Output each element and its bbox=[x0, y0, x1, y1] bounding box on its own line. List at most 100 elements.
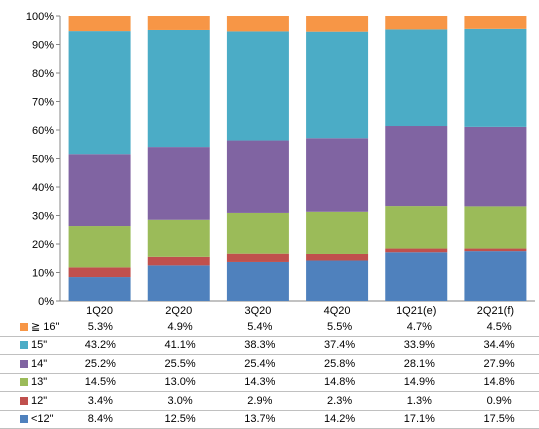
data-label: 5.3% bbox=[60, 318, 141, 337]
data-label: 1.3% bbox=[379, 391, 460, 411]
bar-segment bbox=[464, 248, 527, 252]
data-label: 43.2% bbox=[60, 336, 141, 355]
bar-segment bbox=[68, 31, 131, 155]
legend-swatch bbox=[20, 415, 28, 424]
data-label: 17.1% bbox=[379, 410, 460, 429]
data-label: 28.1% bbox=[379, 354, 460, 374]
series-name: <12" bbox=[31, 413, 54, 426]
bar-segment bbox=[226, 140, 289, 213]
bar-segment bbox=[306, 31, 369, 139]
data-label: 14.3% bbox=[219, 373, 300, 392]
x-tick-label: 3Q20 bbox=[244, 305, 271, 317]
series-label: 12" bbox=[0, 391, 61, 411]
data-label: 14.8% bbox=[459, 373, 539, 392]
data-label: 34.4% bbox=[459, 336, 539, 355]
bar-segment bbox=[464, 28, 527, 127]
bar-segment bbox=[147, 265, 210, 301]
y-tick-label: 70% bbox=[32, 97, 54, 109]
bar-segment bbox=[226, 16, 289, 32]
data-label: 33.9% bbox=[379, 336, 460, 355]
series-label: 15" bbox=[0, 336, 61, 355]
bar-segment bbox=[147, 16, 210, 30]
series-name: 14" bbox=[31, 357, 48, 370]
x-tick-label: 1Q20 bbox=[86, 305, 113, 317]
bar-segment bbox=[147, 29, 210, 148]
series-label: ≧ 16" bbox=[0, 318, 61, 337]
y-tick-label: 60% bbox=[32, 125, 54, 137]
x-tick-label: 2Q21(f) bbox=[477, 305, 514, 317]
bar-segment bbox=[306, 138, 369, 212]
bar-segment bbox=[68, 277, 131, 301]
bars bbox=[68, 16, 527, 301]
bar-segment bbox=[226, 31, 289, 141]
series-label: <12" bbox=[0, 410, 61, 429]
bar-segment bbox=[385, 126, 448, 207]
data-label: 14.2% bbox=[299, 410, 380, 429]
data-label: 37.4% bbox=[299, 336, 380, 355]
data-table: ≧ 16" 5.3% 4.9% 5.4% 5.5% 4.7% 4.5% 15" 43.2% 41.… bbox=[0, 318, 539, 429]
data-label: 38.3% bbox=[219, 336, 300, 355]
bar-segment bbox=[68, 154, 131, 227]
data-label: 4.7% bbox=[379, 318, 460, 337]
data-label: 13.7% bbox=[219, 410, 300, 429]
bar-segment bbox=[147, 147, 210, 220]
stacked-bar-chart: 0% 10% 20% 30% 40% 50% 60% 70% 80% 90% 100% 1Q20 2Q… bbox=[26, 11, 535, 317]
data-label: 5.5% bbox=[299, 318, 380, 337]
data-label: 25.5% bbox=[140, 354, 220, 374]
x-tick-label: 2Q20 bbox=[165, 305, 192, 317]
y-tick-label: 40% bbox=[32, 182, 54, 194]
data-label: 27.9% bbox=[459, 354, 539, 374]
x-tick-label: 4Q20 bbox=[324, 305, 351, 317]
data-label: 25.4% bbox=[219, 354, 300, 374]
y-tick-label: 100% bbox=[26, 11, 54, 23]
data-label: 13.0% bbox=[140, 373, 220, 392]
data-label: 14.9% bbox=[379, 373, 460, 392]
y-tick-label: 0% bbox=[38, 296, 54, 308]
y-tick-label: 30% bbox=[32, 211, 54, 223]
y-tick-label: 90% bbox=[32, 40, 54, 52]
data-label: 2.9% bbox=[219, 391, 300, 411]
series-name: 15" bbox=[31, 339, 48, 352]
series-name: 12" bbox=[31, 394, 48, 407]
bar-segment bbox=[385, 206, 448, 249]
data-label: 4.9% bbox=[140, 318, 220, 337]
bar-segment bbox=[464, 206, 527, 249]
data-label: 14.8% bbox=[299, 373, 380, 392]
data-label: 25.8% bbox=[299, 354, 380, 374]
series-name: ≧ 16" bbox=[31, 321, 60, 334]
y-tick-label: 50% bbox=[32, 154, 54, 166]
bar-segment bbox=[385, 252, 448, 301]
bar-segment bbox=[385, 16, 448, 30]
data-label: 4.5% bbox=[459, 318, 539, 337]
series-label: 14" bbox=[0, 354, 61, 374]
table-row: 13" 14.5% 13.0% 14.3% 14.8% 14.9% 14.8% bbox=[0, 373, 539, 392]
data-label: 25.2% bbox=[60, 354, 141, 374]
legend-swatch bbox=[20, 341, 28, 350]
data-label: 12.5% bbox=[140, 410, 220, 429]
data-label: 3.4% bbox=[60, 391, 141, 411]
data-label: 3.0% bbox=[140, 391, 220, 411]
data-label: 41.1% bbox=[140, 336, 220, 355]
bar-segment bbox=[464, 16, 527, 29]
y-axis: 0% 10% 20% 30% 40% 50% 60% 70% 80% 90% 100% bbox=[26, 11, 535, 308]
bar-segment bbox=[147, 219, 210, 257]
legend-swatch bbox=[20, 378, 28, 387]
legend-swatch bbox=[20, 323, 28, 332]
bar-segment bbox=[385, 248, 448, 253]
bar-segment bbox=[147, 256, 210, 266]
bar-segment bbox=[306, 16, 369, 32]
data-label: 2.3% bbox=[299, 391, 380, 411]
series-name: 13" bbox=[31, 376, 48, 389]
table-row: 12" 3.4% 3.0% 2.9% 2.3% 1.3% 0.9% bbox=[0, 391, 539, 411]
data-label: 14.5% bbox=[60, 373, 141, 392]
y-tick-label: 10% bbox=[32, 268, 54, 280]
bar-segment bbox=[68, 16, 131, 32]
bar-segment bbox=[464, 251, 527, 301]
y-tick-label: 80% bbox=[32, 68, 54, 80]
table-row: <12" 8.4% 12.5% 13.7% 14.2% 17.1% 17.5% bbox=[0, 410, 539, 429]
data-label: 0.9% bbox=[459, 391, 539, 411]
data-label: 5.4% bbox=[219, 318, 300, 337]
y-tick-label: 20% bbox=[32, 239, 54, 251]
bar-segment bbox=[226, 261, 289, 301]
bar-segment bbox=[306, 253, 369, 261]
